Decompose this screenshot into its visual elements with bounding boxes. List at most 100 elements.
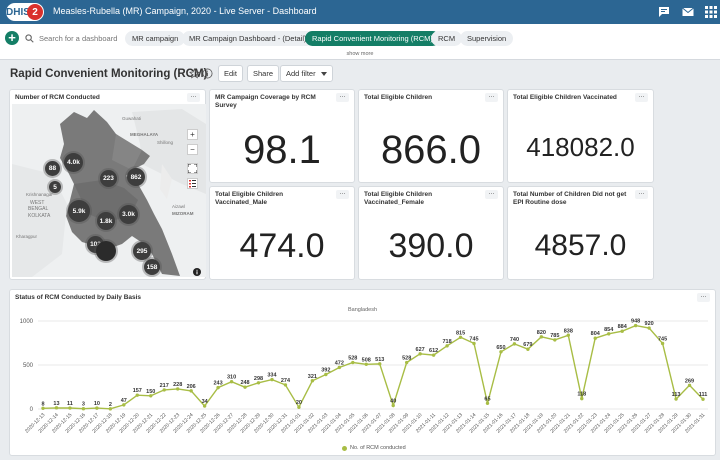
map-cluster[interactable]: 862 (127, 168, 145, 186)
chip-rcm-active[interactable]: Rapid Convenient Monitoring (RCM) (305, 31, 440, 46)
data-point (364, 362, 368, 366)
data-point (633, 323, 638, 328)
kpi-title: Total Number of Children Did not get EPI… (513, 191, 627, 206)
data-label: 111 (699, 392, 708, 398)
data-point (593, 336, 597, 340)
map-card-menu-button[interactable]: ... (187, 92, 200, 102)
kpi-value: 866.0 (380, 128, 482, 172)
chart-card-title: Status of RCM Conducted by Daily Basis (15, 294, 142, 301)
kpi-title: Total Eligible Children Vaccinated_Male (215, 191, 284, 206)
add-filter-button[interactable]: Add filter (280, 65, 333, 82)
data-label: 740 (510, 337, 519, 343)
dashboard-search[interactable] (25, 31, 120, 45)
data-point (445, 344, 449, 348)
chip-mr-campaign-detail[interactable]: MR Campaign Dashboard - (Detail) (182, 31, 314, 46)
map-cluster[interactable]: 3.0k (119, 205, 138, 224)
kpi-menu-button[interactable]: ... (485, 189, 498, 199)
dhis2-logo[interactable]: DHIS 2 (6, 3, 44, 21)
map-label-kolkata: KOLKATA (28, 213, 51, 219)
data-point (310, 379, 315, 383)
data-label: 612 (429, 348, 438, 354)
chart-legend[interactable]: No. of RCM conducted (342, 445, 406, 451)
kpi-menu-button[interactable]: ... (336, 189, 349, 199)
data-label: 854 (604, 327, 614, 333)
layers-legend-icon[interactable] (187, 178, 198, 189)
data-point (674, 397, 678, 401)
info-icon[interactable] (202, 68, 213, 79)
data-label: 528 (402, 356, 411, 362)
map-cluster[interactable]: 223 (100, 170, 117, 187)
data-point (378, 362, 382, 366)
data-point (647, 326, 651, 330)
kpi-menu-button[interactable]: ... (485, 92, 498, 102)
data-point (337, 365, 342, 370)
map-cluster[interactable]: 295 (133, 242, 151, 260)
kpi-title: Total Eligible Children Vaccinated_Femal… (364, 191, 433, 206)
share-button[interactable]: Share (247, 65, 280, 82)
data-label: 718 (442, 339, 451, 345)
data-label: 838 (564, 328, 573, 334)
map-label-meghalaya: MEGHALAYA (130, 132, 159, 137)
data-label: 3 (82, 402, 85, 408)
data-point (620, 329, 624, 333)
data-point (108, 407, 113, 411)
data-label: 40 (390, 398, 396, 404)
map-label-mizoram: MIZORAM (172, 211, 194, 216)
kpi-value: 4857.0 (534, 229, 627, 262)
kpi-card-vaccinated-male: Total Eligible Children Vaccinated_Male … (209, 186, 355, 280)
kpi-menu-button[interactable]: ... (336, 92, 349, 102)
data-label: 627 (416, 347, 425, 353)
map-cluster[interactable]: 158 (144, 259, 160, 275)
add-dashboard-button[interactable]: + (5, 31, 19, 45)
data-label: 650 (496, 345, 505, 351)
kpi-card-coverage: MR Campaign Coverage by RCM Survey ... 9… (209, 89, 355, 183)
data-point (431, 353, 436, 357)
dashboard-title-bar: Rapid Convenient Monitoring (RCM) Edit S… (0, 60, 720, 87)
data-point (122, 403, 126, 407)
map-cluster[interactable]: 5.9k (68, 200, 90, 222)
chip-rcm[interactable]: RCM (431, 31, 463, 46)
data-point (189, 389, 193, 393)
chart-menu-button[interactable]: ... (697, 292, 710, 302)
page-title: Rapid Convenient Monitoring (RCM) (10, 68, 208, 80)
logo-number: 2 (27, 4, 43, 20)
fullscreen-icon[interactable] (187, 163, 198, 174)
data-label: 815 (456, 330, 465, 336)
map-cluster[interactable]: 88 (45, 161, 60, 176)
rcm-map[interactable]: Guwahati MEGHALAYA Shillong Aizawl MIZOR… (12, 104, 206, 277)
chip-mr-campaign[interactable]: MR campaign (125, 31, 186, 46)
data-point (216, 385, 220, 390)
chip-supervision[interactable]: Supervision (460, 31, 514, 46)
data-label: 8 (41, 401, 44, 407)
map-cluster-large[interactable] (96, 241, 116, 261)
data-point (81, 407, 86, 411)
search-input[interactable] (39, 33, 119, 43)
data-point (566, 333, 571, 337)
data-point (607, 332, 611, 336)
chart-subtitle: Bangladesh (347, 307, 378, 313)
rcm-line-chart[interactable]: 0500100082020-12-13132020-12-14112020-12… (10, 290, 715, 455)
data-label: 34 (202, 399, 209, 405)
map-info-icon[interactable] (193, 268, 201, 276)
zoom-out-button[interactable]: − (187, 144, 198, 155)
data-point (458, 335, 463, 339)
star-icon[interactable] (189, 68, 200, 79)
map-cluster[interactable]: 4.0k (64, 153, 83, 172)
message-icon[interactable] (658, 6, 670, 17)
data-label: 472 (335, 360, 344, 366)
edit-button[interactable]: Edit (218, 65, 243, 82)
data-point (68, 406, 72, 410)
apps-grid-icon[interactable] (705, 6, 717, 18)
kpi-menu-button[interactable]: ... (635, 92, 648, 102)
data-point (95, 406, 99, 410)
map-cluster[interactable]: 5 (49, 181, 61, 193)
data-label: 804 (591, 331, 601, 337)
data-point (270, 377, 274, 382)
show-more-link[interactable]: show more (346, 51, 374, 57)
map-cluster[interactable]: 1.8k (97, 212, 115, 230)
data-label: 528 (348, 356, 357, 362)
zoom-in-button[interactable]: + (187, 129, 198, 140)
kpi-menu-button[interactable]: ... (635, 189, 648, 199)
mail-icon[interactable] (682, 6, 694, 17)
data-point (135, 393, 139, 397)
